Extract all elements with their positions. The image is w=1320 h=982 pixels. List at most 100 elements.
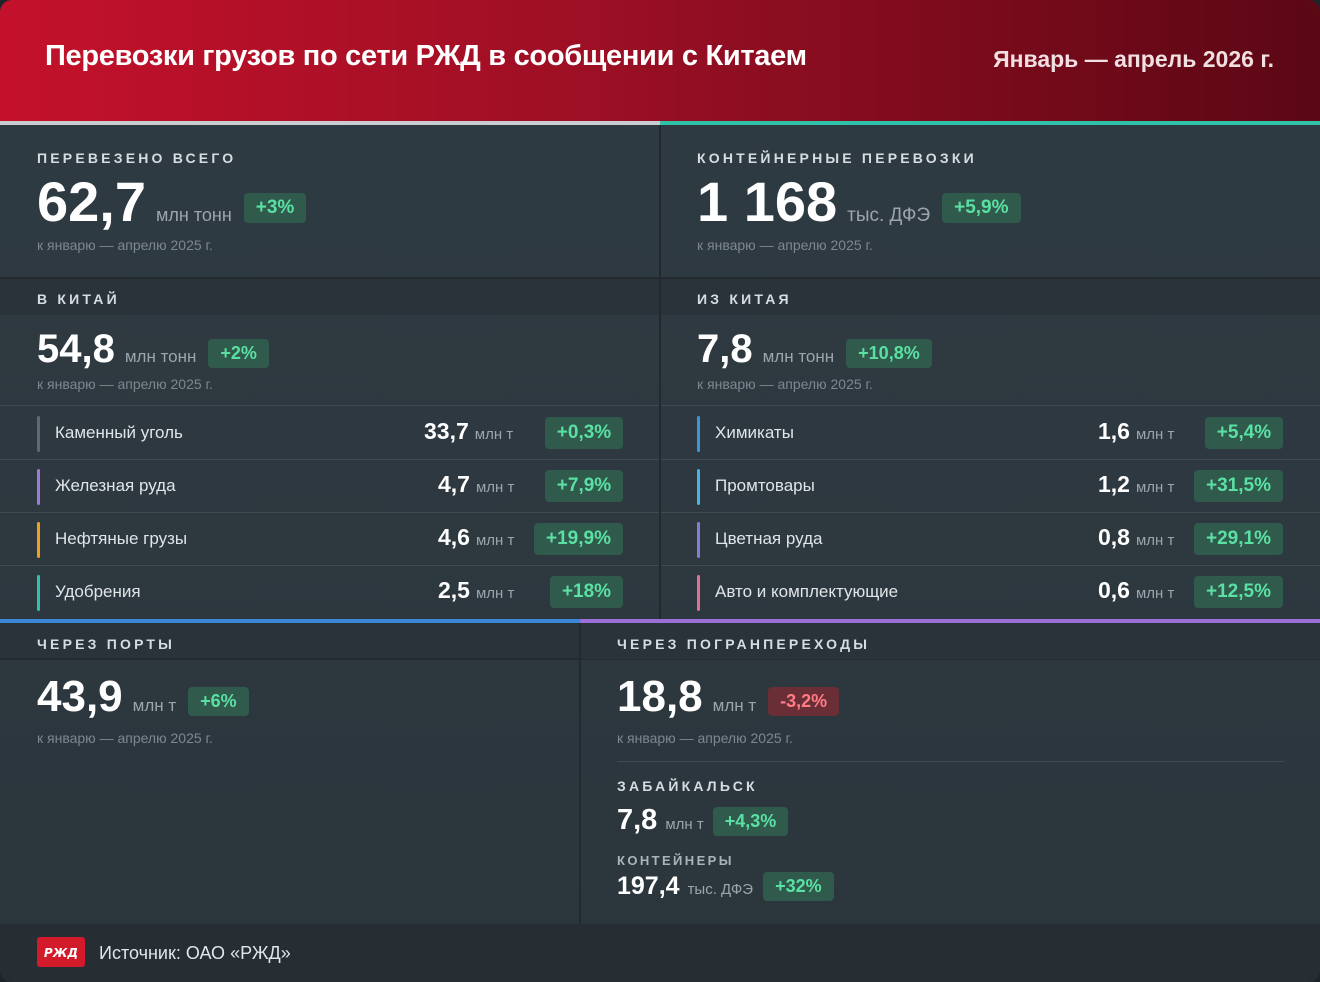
border-containers-label: КОНТЕЙНЕРЫ (617, 853, 734, 868)
cargo-name: Авто и комплектующие (715, 581, 899, 601)
border-figure: 18,8 млн т -3,2% (617, 672, 840, 722)
from-china-row: Химикаты 1,6 млн т +5,4% (697, 406, 1283, 459)
total-block: ПЕРЕВЕЗЕНО ВСЕГО 62,7 млн тонн +3% к янв… (0, 125, 660, 277)
containers-figure: 1 168 тыс. ДФЭ +5,9% (697, 169, 1021, 234)
to-china-note: к январю — апрелю 2025 г. (37, 376, 213, 392)
cargo-value: 1,6 млн т (1098, 418, 1174, 445)
to-china-figure: 54,8 млн тонн +2% (37, 327, 269, 372)
containers-block: КОНТЕЙНЕРНЫЕ ПЕРЕВОЗКИ 1 168 тыс. ДФЭ +5… (660, 125, 1320, 277)
cargo-change-badge: +19,9% (534, 523, 623, 555)
border-change-badge: -3,2% (768, 687, 840, 716)
row-color-stripe (697, 416, 700, 452)
cargo-value: 2,5 млн т (438, 577, 514, 604)
border-containers-change-badge: +32% (763, 872, 834, 901)
cargo-unit: млн т (475, 532, 515, 549)
containers-unit: тыс. ДФЭ (847, 205, 931, 226)
row-divider (0, 459, 659, 460)
border-containers-unit: тыс. ДФЭ (687, 881, 754, 898)
cargo-change-badge: +7,9% (545, 470, 623, 502)
cargo-amount: 0,6 (1098, 577, 1130, 603)
footer: РЖД Источник: ОАО «РЖД» (0, 924, 1320, 982)
to-china-list-top (0, 405, 659, 406)
border-header: ЧЕРЕЗ ПОГРАНПЕРЕХОДЫ (581, 623, 1320, 659)
from-china-row: Авто и комплектующие 0,6 млн т +12,5% (697, 565, 1283, 618)
to-china-unit: млн тонн (124, 347, 197, 366)
cargo-unit: млн т (1135, 585, 1175, 602)
to-china-value: 54,8 (37, 327, 115, 371)
total-unit: млн тонн (156, 205, 232, 225)
row-color-stripe (697, 575, 700, 611)
row-color-stripe (37, 575, 40, 611)
row-divider (661, 512, 1320, 513)
ports-note: к январю — апрелю 2025 г. (37, 730, 213, 746)
zabaykalsk-change-badge: +4,3% (712, 807, 789, 836)
containers-change-badge: +5,9% (942, 193, 1021, 223)
border-subdivider (617, 761, 1284, 762)
ports-accent-bar (0, 619, 580, 623)
border-block: 18,8 млн т -3,2% к январю — апрелю 2025 … (581, 660, 1320, 924)
containers-note: к январю — апрелю 2025 г. (697, 237, 873, 253)
row-divider (0, 277, 1320, 279)
cargo-name: Химикаты (715, 422, 794, 442)
cargo-unit: млн т (475, 479, 515, 496)
border-label: ЧЕРЕЗ ПОГРАНПЕРЕХОДЫ (617, 636, 871, 652)
cargo-amount: 2,5 (438, 577, 470, 603)
to-china-row: Нефтяные грузы 4,6 млн т +19,9% (37, 512, 623, 565)
cargo-amount: 33,7 (424, 418, 469, 444)
from-china-label: ИЗ КИТАЯ (697, 291, 792, 307)
cargo-change-badge: +29,1% (1194, 523, 1283, 555)
from-china-header: ИЗ КИТАЯ (661, 279, 1320, 315)
total-note: к январю — апрелю 2025 г. (37, 237, 213, 253)
containers-value: 1 168 (697, 170, 838, 233)
zabaykalsk-label: ЗАБАЙКАЛЬСК (617, 778, 758, 794)
cargo-name: Каменный уголь (55, 422, 183, 442)
ports-value: 43,9 (37, 672, 123, 721)
cargo-name: Железная руда (55, 475, 176, 495)
from-china-value: 7,8 (697, 327, 753, 371)
from-china-summary: 7,8 млн тонн +10,8% к январю — апрелю 20… (661, 315, 1320, 405)
cargo-value: 33,7 млн т (424, 418, 513, 445)
cargo-value: 4,7 млн т (438, 471, 514, 498)
rzd-logo-icon: РЖД (44, 946, 78, 960)
rzd-logo: РЖД (37, 937, 85, 967)
containers-label: КОНТЕЙНЕРНЫЕ ПЕРЕВОЗКИ (697, 150, 977, 166)
cargo-name: Промтовары (715, 475, 815, 495)
total-value: 62,7 (37, 170, 146, 233)
from-china-change-badge: +10,8% (846, 339, 932, 368)
to-china-change-badge: +2% (208, 339, 269, 368)
row-divider (661, 459, 1320, 460)
cargo-unit: млн т (1135, 426, 1175, 443)
border-note: к январю — апрелю 2025 г. (617, 730, 793, 746)
svg-text:РЖД: РЖД (44, 946, 78, 960)
cargo-name: Удобрения (55, 581, 141, 601)
ports-unit: млн т (132, 696, 177, 715)
to-china-label: В КИТАЙ (37, 291, 120, 307)
row-color-stripe (37, 416, 40, 452)
total-label: ПЕРЕВЕЗЕНО ВСЕГО (37, 150, 237, 166)
cargo-unit: млн т (1135, 479, 1175, 496)
ports-label: ЧЕРЕЗ ПОРТЫ (37, 636, 176, 652)
period-label: Январь — апрель 2026 г. (993, 46, 1274, 72)
from-china-unit: млн тонн (762, 347, 835, 366)
cargo-amount: 1,2 (1098, 471, 1130, 497)
column-divider (659, 125, 661, 621)
source-text: Источник: ОАО «РЖД» (99, 943, 291, 963)
from-china-list-top (661, 405, 1320, 406)
border-value: 18,8 (617, 672, 703, 721)
total-change-badge: +3% (243, 193, 307, 223)
cargo-value: 0,8 млн т (1098, 524, 1174, 551)
cargo-unit: млн т (1135, 532, 1175, 549)
ports-change-badge: +6% (188, 687, 249, 716)
row-divider (0, 565, 659, 566)
page-title: Перевозки грузов по сети РЖД в сообщении… (45, 40, 807, 72)
border-containers-figure: 197,4 тыс. ДФЭ +32% (617, 872, 834, 903)
from-china-row: Цветная руда 0,8 млн т +29,1% (697, 512, 1283, 565)
cargo-change-badge: +31,5% (1194, 470, 1283, 502)
cargo-value: 1,2 млн т (1098, 471, 1174, 498)
row-divider (0, 512, 659, 513)
cargo-amount: 4,6 (438, 524, 470, 550)
containers-accent-bar (660, 121, 1320, 125)
lower-column-divider (579, 623, 581, 924)
to-china-row: Каменный уголь 33,7 млн т +0,3% (37, 406, 623, 459)
